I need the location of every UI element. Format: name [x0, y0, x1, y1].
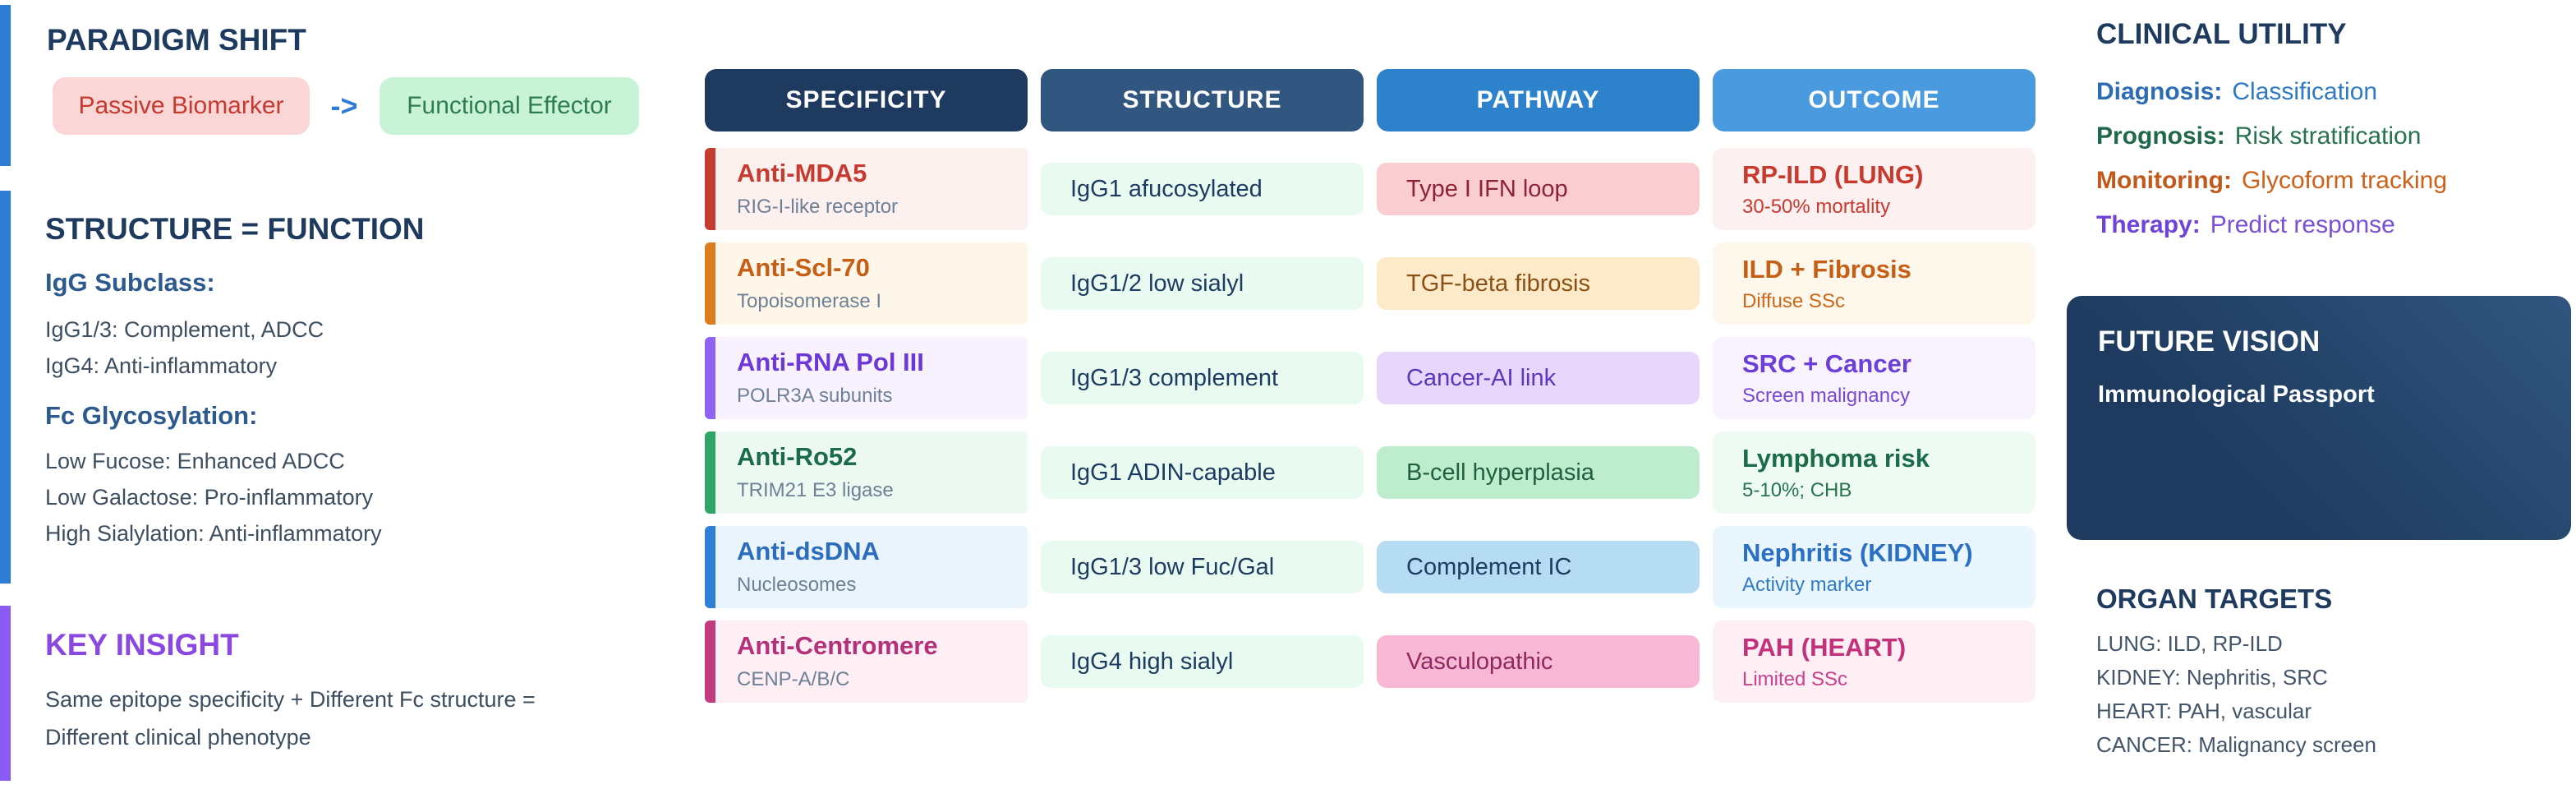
functional-effector-box: Functional Effector [380, 77, 639, 135]
outcome-subtitle: Activity marker [1742, 574, 1872, 596]
clinical-utility-item: Therapy: Predict response [2096, 211, 2447, 256]
outcome-title: PAH (HEART) [1742, 633, 1907, 662]
table-header-row: SPECIFICITY STRUCTURE PATHWAY OUTCOME [705, 69, 2036, 132]
outcome-card: ILD + Fibrosis Diffuse SSc [1713, 242, 2036, 325]
structure-cell: IgG4 high sialyl [1041, 635, 1364, 688]
outcome-card: Nephritis (KIDNEY) Activity marker [1713, 526, 2036, 608]
structure-cell: IgG1 afucosylated [1041, 163, 1364, 215]
key-insight-accent-bar [0, 606, 11, 781]
structure-cell: IgG1/3 complement [1041, 352, 1364, 404]
pathway-cell: TGF-beta fibrosis [1377, 257, 1700, 310]
spec-subtitle: POLR3A subunits [737, 385, 893, 407]
outcome-subtitle: 30-50% mortality [1742, 196, 1891, 218]
spec-card-anti-mda5: Anti-MDA5 RIG-I-like receptor [705, 148, 1028, 230]
igg-subclass-heading: IgG Subclass: [45, 268, 215, 297]
outcome-card: Lymphoma risk 5-10%; CHB [1713, 431, 2036, 514]
paradigm-accent-bar [0, 5, 11, 166]
spec-card-anti-ro52: Anti-Ro52 TRIM21 E3 ligase [705, 431, 1028, 514]
clinical-utility-title: CLINICAL UTILITY [2096, 18, 2347, 50]
outcome-subtitle: 5-10%; CHB [1742, 479, 1852, 501]
spec-title: Anti-dsDNA [737, 537, 880, 565]
pathway-cell: Cancer-AI link [1377, 352, 1700, 404]
arrow-right-icon: -> [330, 89, 358, 122]
antibody-table: SPECIFICITY STRUCTURE PATHWAY OUTCOME An… [705, 69, 2036, 703]
structure-function-accent-bar [0, 191, 11, 584]
spec-subtitle: CENP-A/B/C [737, 668, 850, 690]
spec-card-anti-scl-70: Anti-Scl-70 Topoisomerase I [705, 242, 1028, 325]
header-structure: STRUCTURE [1041, 69, 1364, 132]
pathway-cell: Type I IFN loop [1377, 163, 1700, 215]
igg-subclass-line: IgG4: Anti-inflammatory [45, 353, 278, 378]
outcome-title: Lymphoma risk [1742, 444, 1930, 473]
key-insight-line: Different clinical phenotype [45, 725, 311, 750]
header-specificity: SPECIFICITY [705, 69, 1028, 132]
paradigm-title: PARADIGM SHIFT [47, 23, 306, 57]
outcome-title: ILD + Fibrosis [1742, 255, 1911, 284]
spec-subtitle: Nucleosomes [737, 574, 857, 596]
fc-glycosylation-line: Low Fucose: Enhanced ADCC [45, 449, 345, 473]
pathway-cell: Vasculopathic [1377, 635, 1700, 688]
key-insight-title: KEY INSIGHT [45, 628, 239, 662]
spec-title: Anti-Centromere [737, 631, 938, 660]
header-outcome: OUTCOME [1713, 69, 2036, 132]
key-insight-line: Same epitope specificity + Different Fc … [45, 687, 536, 712]
spec-card-anti-rna-pol-iii: Anti-RNA Pol III POLR3A subunits [705, 337, 1028, 419]
cu-value: Predict response [2210, 211, 2395, 238]
passive-biomarker-box: Passive Biomarker [53, 77, 310, 135]
spec-title: Anti-Ro52 [737, 442, 858, 471]
structure-function-title: STRUCTURE = FUNCTION [45, 212, 425, 246]
outcome-title: SRC + Cancer [1742, 349, 1911, 378]
clinical-utility-item: Monitoring: Glycoform tracking [2096, 167, 2447, 211]
outcome-subtitle: Diffuse SSc [1742, 290, 1845, 312]
pathway-cell: Complement IC [1377, 541, 1700, 593]
passive-biomarker-label: Passive Biomarker [78, 92, 284, 119]
spec-subtitle: TRIM21 E3 ligase [737, 479, 894, 501]
cu-label: Therapy: [2096, 211, 2201, 238]
outcome-card: RP-ILD (LUNG) 30-50% mortality [1713, 148, 2036, 230]
spec-card-anti-dsdna: Anti-dsDNA Nucleosomes [705, 526, 1028, 608]
fc-glycosylation-line: Low Galactose: Pro-inflammatory [45, 485, 374, 510]
clinical-utility-list: Diagnosis: Classification Prognosis: Risk … [2096, 78, 2447, 256]
header-pathway: PATHWAY [1377, 69, 1700, 132]
cu-value: Classification [2232, 78, 2378, 105]
outcome-title: RP-ILD (LUNG) [1742, 160, 1924, 189]
fc-glycosylation-line: High Sialylation: Anti-inflammatory [45, 521, 382, 546]
future-vision-title: FUTURE VISION [2098, 325, 2321, 358]
organ-target-item: CANCER: Malignancy screen [2096, 732, 2377, 757]
outcome-subtitle: Limited SSc [1742, 668, 1848, 690]
spec-subtitle: RIG-I-like receptor [737, 196, 899, 218]
cu-value: Risk stratification [2234, 122, 2422, 150]
clinical-utility-item: Diagnosis: Classification [2096, 78, 2447, 122]
outcome-title: Nephritis (KIDNEY) [1742, 538, 1973, 567]
organ-targets-list: LUNG: ILD, RP-ILD KIDNEY: Nephritis, SRC… [2096, 631, 2376, 766]
pathway-cell: B-cell hyperplasia [1377, 446, 1700, 499]
structure-cell: IgG1/3 low Fuc/Gal [1041, 541, 1364, 593]
structure-cell: IgG1 ADIN-capable [1041, 446, 1364, 499]
cu-label: Monitoring: [2096, 167, 2232, 194]
organ-target-item: LUNG: ILD, RP-ILD [2096, 631, 2283, 656]
structure-cell: IgG1/2 low sialyl [1041, 257, 1364, 310]
igg-subclass-line: IgG1/3: Complement, ADCC [45, 317, 324, 342]
functional-effector-label: Functional Effector [407, 92, 612, 119]
spec-subtitle: Topoisomerase I [737, 290, 882, 312]
spec-card-anti-centromere: Anti-Centromere CENP-A/B/C [705, 621, 1028, 703]
outcome-card: SRC + Cancer Screen malignancy [1713, 337, 2036, 419]
cu-value: Glycoform tracking [2241, 167, 2448, 194]
spec-title: Anti-MDA5 [737, 159, 867, 187]
cu-label: Diagnosis: [2096, 78, 2223, 105]
future-vision-card: FUTURE VISION Immunological Passport [2067, 296, 2571, 540]
organ-targets-title: ORGAN TARGETS [2096, 584, 2333, 614]
future-vision-subtitle: Immunological Passport [2098, 381, 2375, 408]
organ-target-item: KIDNEY: Nephritis, SRC [2096, 665, 2328, 690]
spec-title: Anti-Scl-70 [737, 253, 870, 282]
fc-glycosylation-heading: Fc Glycosylation: [45, 401, 258, 430]
spec-title: Anti-RNA Pol III [737, 348, 924, 376]
organ-target-item: HEART: PAH, vascular [2096, 699, 2312, 723]
outcome-card: PAH (HEART) Limited SSc [1713, 621, 2036, 703]
clinical-utility-item: Prognosis: Risk stratification [2096, 122, 2447, 167]
cu-label: Prognosis: [2096, 122, 2225, 150]
outcome-subtitle: Screen malignancy [1742, 385, 1911, 407]
table-rows: Anti-MDA5 RIG-I-like receptor IgG1 afuco… [705, 148, 2036, 703]
